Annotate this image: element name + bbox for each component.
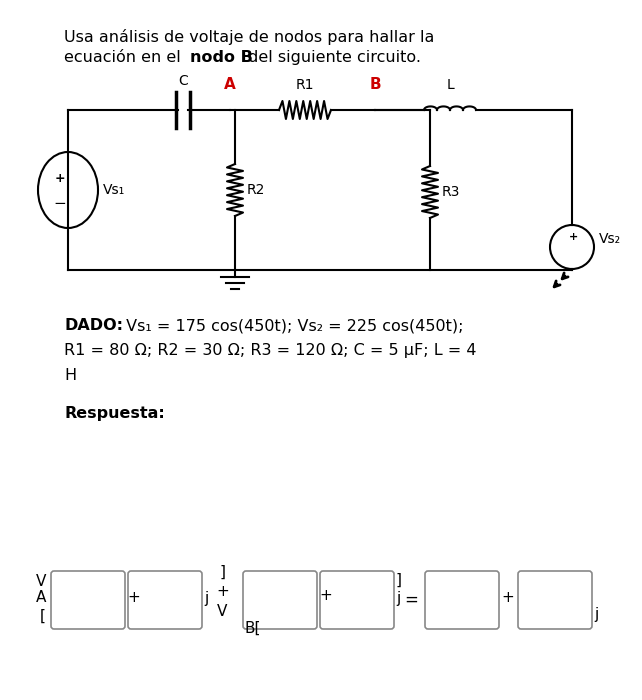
Text: B: B	[369, 77, 381, 92]
Text: ]: ]	[220, 564, 225, 580]
Text: H: H	[64, 368, 76, 383]
Text: Usa análisis de voltaje de nodos para hallar la: Usa análisis de voltaje de nodos para ha…	[64, 29, 435, 46]
FancyBboxPatch shape	[320, 571, 394, 629]
Text: +: +	[569, 232, 578, 242]
Text: R1: R1	[296, 78, 314, 92]
Text: [: [	[40, 608, 46, 624]
Text: −: −	[54, 197, 66, 211]
Text: V: V	[217, 605, 228, 620]
Text: Respuesta:: Respuesta:	[64, 406, 165, 421]
Text: j: j	[204, 591, 208, 606]
Text: DADO:: DADO:	[64, 318, 123, 333]
Text: V: V	[35, 575, 46, 589]
Text: A: A	[224, 77, 236, 92]
Text: C: C	[178, 74, 188, 88]
Text: +: +	[501, 591, 514, 606]
Text: j: j	[594, 606, 598, 622]
Text: L: L	[446, 78, 454, 92]
Text: ]: ]	[396, 573, 402, 587]
Text: +: +	[216, 584, 229, 599]
FancyBboxPatch shape	[425, 571, 499, 629]
Text: R2: R2	[247, 183, 265, 197]
Text: Vs₁: Vs₁	[103, 183, 125, 197]
Text: j: j	[396, 591, 400, 606]
Text: ecuación en el: ecuación en el	[64, 50, 186, 65]
Text: nodo B: nodo B	[190, 50, 253, 65]
Text: Vs₁ = 175 cos(450t); Vs₂ = 225 cos(450t);: Vs₁ = 175 cos(450t); Vs₂ = 225 cos(450t)…	[121, 318, 463, 333]
FancyBboxPatch shape	[51, 571, 125, 629]
Text: Vs₂: Vs₂	[599, 232, 621, 246]
Text: +: +	[127, 591, 140, 606]
FancyBboxPatch shape	[243, 571, 317, 629]
FancyBboxPatch shape	[518, 571, 592, 629]
Text: R1 = 80 Ω; R2 = 30 Ω; R3 = 120 Ω; C = 5 μF; L = 4: R1 = 80 Ω; R2 = 30 Ω; R3 = 120 Ω; C = 5 …	[64, 343, 477, 358]
Text: =: =	[404, 591, 418, 609]
Text: A: A	[35, 591, 46, 606]
Text: +: +	[55, 172, 65, 185]
Text: B[: B[	[244, 620, 261, 636]
Text: R3: R3	[442, 185, 460, 199]
FancyBboxPatch shape	[128, 571, 202, 629]
Text: del siguiente circuito.: del siguiente circuito.	[243, 50, 421, 65]
Text: +: +	[319, 587, 332, 603]
